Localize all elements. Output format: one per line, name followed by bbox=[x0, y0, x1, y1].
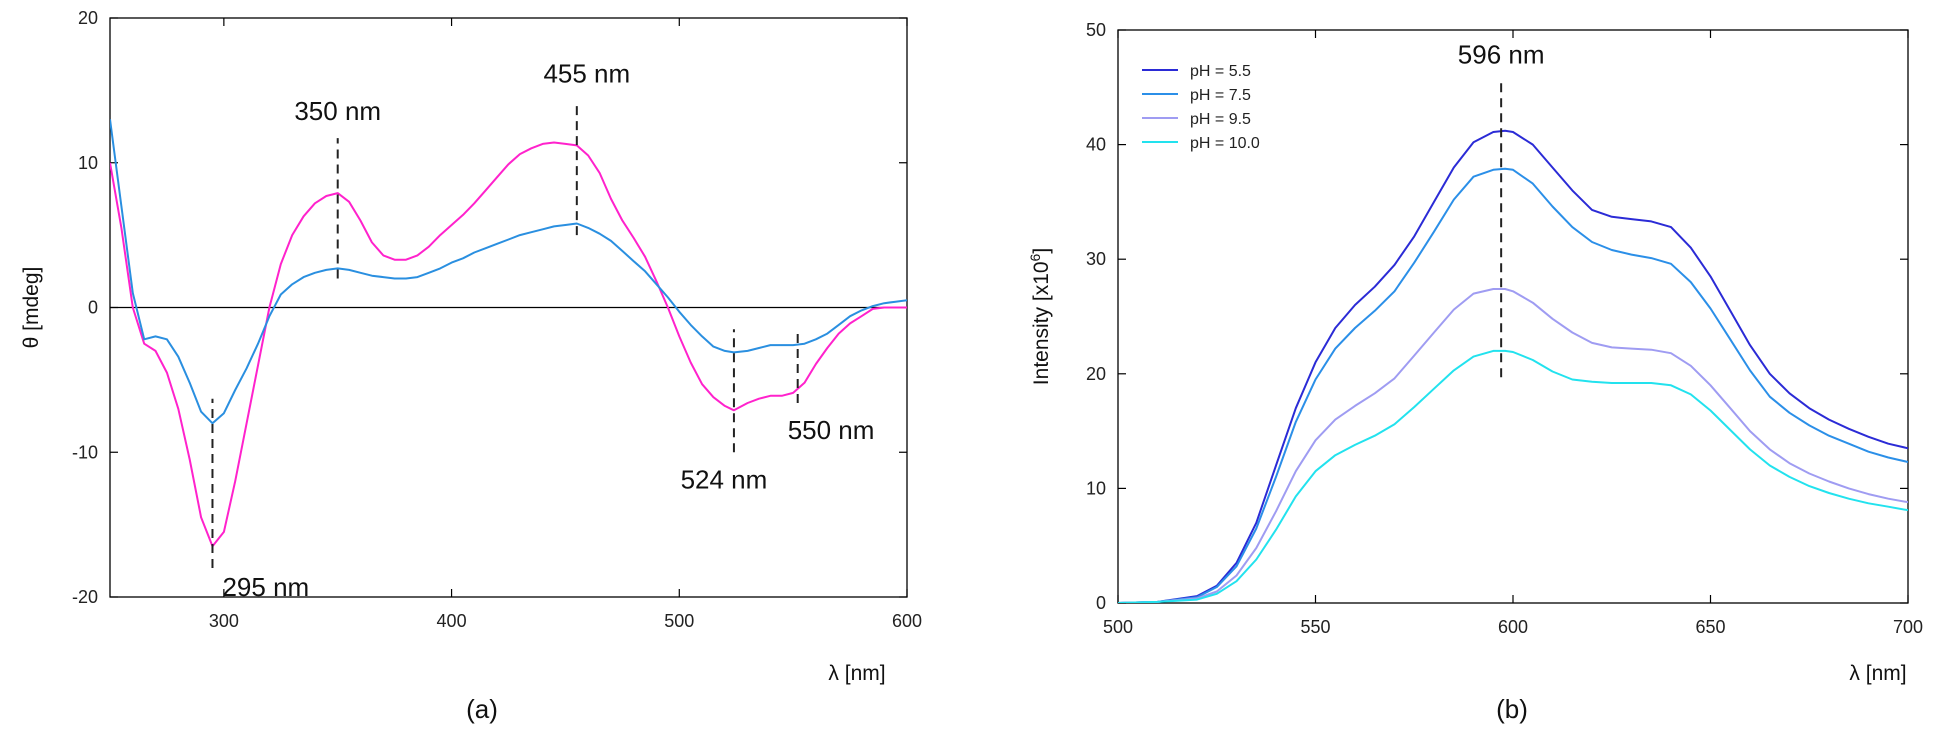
y-axis-label: θ [mdeg] bbox=[20, 267, 43, 349]
legend-entry: pH = 10.0 bbox=[1190, 135, 1260, 152]
y-tick-label: 0 bbox=[1096, 593, 1106, 613]
x-axis-label: λ [nm] bbox=[1849, 662, 1906, 685]
y-tick-label: -10 bbox=[72, 442, 98, 462]
x-tick-label: 500 bbox=[1103, 617, 1133, 637]
annotation-label: 550 nm bbox=[788, 415, 875, 445]
legend: pH = 5.5 pH = 7.5 pH = 9.5 pH = 10.0 bbox=[1142, 63, 1260, 152]
y-axis-label: Intensity [x106] bbox=[1027, 248, 1053, 385]
x-tick-label: 650 bbox=[1695, 617, 1725, 637]
series-group bbox=[1118, 129, 1908, 603]
series-line-4 bbox=[1118, 349, 1908, 603]
y-tick-label: -20 bbox=[72, 587, 98, 607]
chart-panel-2: 500 550 600 650 700 0 10 20 30 40 50 596 nm λ [nm] In… bbox=[1027, 20, 1923, 724]
series-line-1 bbox=[110, 141, 907, 548]
series-line-2 bbox=[110, 119, 907, 425]
y-tick-label: 30 bbox=[1086, 249, 1106, 269]
x-tick-label: 500 bbox=[664, 611, 694, 631]
annotation-label: 350 nm bbox=[294, 96, 381, 126]
annotation-label: 524 nm bbox=[681, 464, 768, 494]
y-axis-label-end: ] bbox=[1030, 248, 1053, 254]
x-tick-label: 550 bbox=[1300, 617, 1330, 637]
x-tick-label: 400 bbox=[437, 611, 467, 631]
y-tick-label: 20 bbox=[78, 8, 98, 28]
y-axis-label-superscript: 6 bbox=[1027, 253, 1043, 261]
legend-entry: pH = 7.5 bbox=[1190, 87, 1251, 104]
series-line-1 bbox=[1118, 129, 1908, 603]
y-tick-label: 20 bbox=[1086, 364, 1106, 384]
y-tick-label: 40 bbox=[1086, 135, 1106, 155]
x-tick-label: 700 bbox=[1893, 617, 1923, 637]
series-group bbox=[110, 119, 907, 548]
annotation-label: 455 nm bbox=[543, 59, 630, 89]
panel-label: (a) bbox=[466, 694, 498, 724]
annotation-label: 596 nm bbox=[1458, 40, 1545, 70]
panel-label: (b) bbox=[1496, 694, 1528, 724]
chart-panel-1: 300 400 500 600 -20 -10 0 10 20 295 nm 350 nm 455 n… bbox=[20, 8, 922, 724]
y-tick-label: 50 bbox=[1086, 20, 1106, 40]
x-axis-label: λ [nm] bbox=[828, 662, 885, 685]
y-tick-label: 0 bbox=[88, 298, 98, 318]
x-tick-label: 600 bbox=[892, 611, 922, 631]
y-tick-label: 10 bbox=[1086, 478, 1106, 498]
x-tick-label: 600 bbox=[1498, 617, 1528, 637]
legend-entry: pH = 5.5 bbox=[1190, 63, 1251, 80]
series-line-3 bbox=[1118, 288, 1908, 603]
annotation-label: 295 nm bbox=[222, 572, 309, 602]
x-tick-label: 300 bbox=[209, 611, 239, 631]
y-tick-label: 10 bbox=[78, 153, 98, 173]
series-line-2 bbox=[1118, 167, 1908, 603]
legend-entry: pH = 9.5 bbox=[1190, 111, 1251, 128]
